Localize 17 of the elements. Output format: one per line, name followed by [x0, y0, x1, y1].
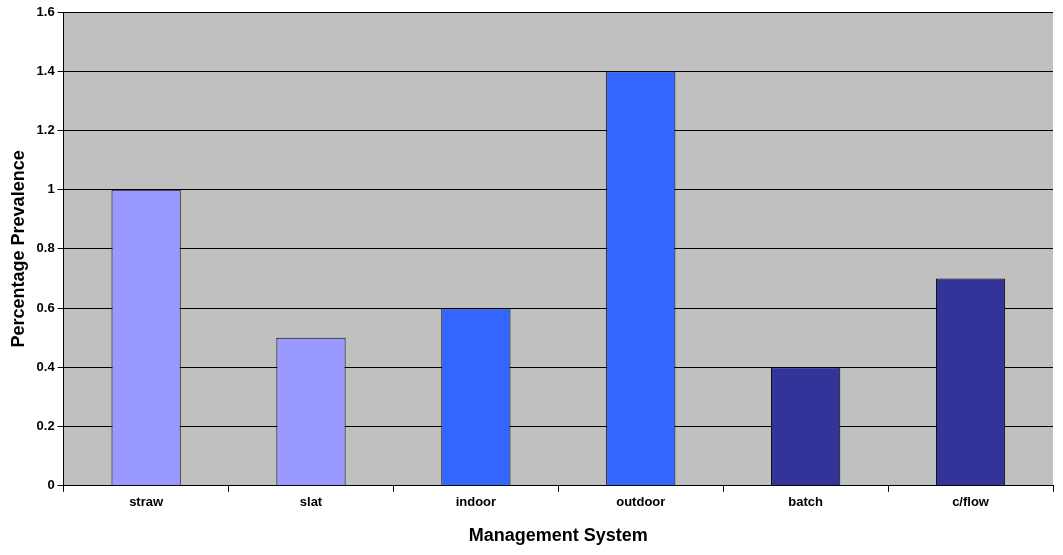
y-axis-title: Percentage Prevalence — [7, 150, 28, 348]
y-tick-label: 0.6 — [36, 299, 55, 315]
x-tick-label: indoor — [455, 494, 497, 510]
y-tick-label: 1.2 — [36, 122, 55, 138]
x-tick-label: straw — [129, 494, 164, 510]
x-axis-title: Management System — [468, 525, 648, 546]
x-tick-label: slat — [299, 494, 323, 510]
x-tick-label: outdoor — [616, 494, 666, 510]
y-tick-label: 0 — [47, 477, 55, 493]
y-tick-label: 1.4 — [36, 62, 56, 78]
x-tick-label: batch — [788, 494, 824, 510]
y-tick-label: 0.8 — [36, 240, 55, 256]
y-tick-label: 1 — [47, 181, 55, 197]
y-tick-label: 0.4 — [36, 358, 56, 374]
y-tick-label: 1.6 — [36, 3, 55, 19]
x-tick-label: c/flow — [952, 494, 990, 510]
y-tick-label: 0.2 — [36, 418, 55, 434]
